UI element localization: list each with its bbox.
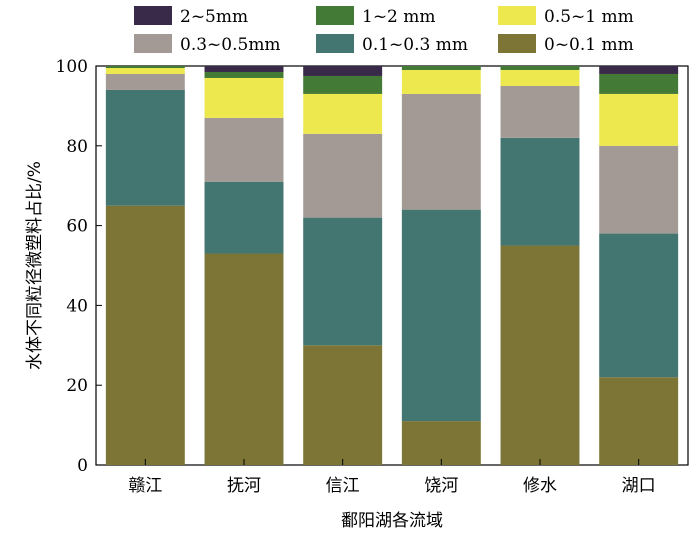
y-tick-label-0: 0 — [77, 456, 88, 476]
x-axis-title: 鄱阳湖各流域 — [341, 511, 443, 531]
y-axis: 0 20 40 60 80 100 — [56, 57, 102, 476]
y-axis-title: 水体不同粒径微塑料占比/% — [25, 161, 45, 370]
legend-label-4: 0.1~0.3 mm — [362, 35, 468, 55]
bar-segment-2-3 — [303, 93, 383, 134]
bar-segment-2-1 — [303, 217, 383, 346]
bar-segment-4-1 — [500, 137, 580, 246]
legend-label-1: 1~2 mm — [362, 7, 436, 27]
bar-segment-4-0 — [500, 245, 580, 465]
bar-segment-0-1 — [105, 89, 185, 206]
legend-label-2: 0.5~1 mm — [544, 7, 634, 27]
x-tick-label-1: 抚河 — [227, 476, 261, 496]
bar-segment-1-5 — [204, 66, 284, 72]
bar-segment-3-0 — [401, 421, 481, 465]
bar-segment-2-0 — [303, 345, 383, 465]
x-axis: 赣江 抚河 信江 饶河 修水 湖口 — [128, 459, 656, 496]
bar-segment-5-0 — [599, 377, 679, 465]
legend-swatch-3 — [134, 34, 172, 53]
x-tick-label-2: 信江 — [326, 476, 360, 496]
y-tick-label-4: 80 — [66, 137, 88, 157]
x-tick-label-0: 赣江 — [128, 476, 162, 496]
legend-label-5: 0~0.1 mm — [544, 35, 634, 55]
bar-segment-0-2 — [105, 73, 185, 90]
x-tick-label-5: 湖口 — [622, 476, 656, 496]
legend-swatch-4 — [316, 34, 354, 53]
legend-swatch-1 — [316, 6, 354, 25]
bar-segment-3-4 — [401, 66, 481, 70]
bar-segment-0-3 — [105, 67, 185, 74]
bar-segment-1-4 — [204, 71, 284, 78]
legend-label-3: 0.3~0.5mm — [180, 35, 281, 55]
y-tick-label-1: 20 — [66, 376, 88, 396]
bar-segment-3-3 — [401, 69, 481, 94]
bar-segment-1-0 — [204, 253, 284, 465]
bar-segment-0-0 — [105, 205, 185, 465]
x-tick-label-3: 饶河 — [424, 476, 458, 496]
bar-segment-3-1 — [401, 209, 481, 422]
y-tick-label-5: 100 — [56, 57, 88, 77]
bars — [105, 66, 679, 465]
bar-segment-0-4 — [105, 66, 185, 68]
bar-segment-4-2 — [500, 85, 580, 138]
bar-segment-1-1 — [204, 181, 284, 254]
legend-swatch-5 — [498, 34, 536, 53]
bar-segment-2-4 — [303, 75, 383, 94]
bar-segment-4-4 — [500, 66, 580, 70]
x-tick-label-4: 修水 — [523, 476, 557, 496]
legend-swatch-0 — [134, 6, 172, 25]
bar-segment-5-4 — [599, 73, 679, 94]
bar-segment-2-2 — [303, 133, 383, 218]
plot-area: 0 20 40 60 80 100 赣江 抚河 信江 饶河 修水 湖口 — [56, 57, 689, 496]
legend-label-0: 2~5mm — [180, 7, 248, 27]
legend-swatch-2 — [498, 6, 536, 25]
bar-segment-1-2 — [204, 117, 284, 182]
y-tick-label-3: 60 — [66, 217, 88, 237]
bar-segment-5-3 — [599, 93, 679, 146]
bar-segment-2-5 — [303, 66, 383, 76]
legend: 2~5mm 1~2 mm 0.5~1 mm 0.3~0.5mm 0.1~0.3 mm 0~… — [134, 6, 634, 55]
bar-segment-1-3 — [204, 77, 284, 118]
y-tick-label-2: 40 — [66, 296, 88, 316]
bar-segment-3-2 — [401, 93, 481, 210]
bar-segment-5-1 — [599, 233, 679, 378]
bar-segment-5-5 — [599, 66, 679, 74]
plot-frame — [95, 65, 689, 466]
bar-segment-4-3 — [500, 69, 580, 86]
bar-segment-5-2 — [599, 145, 679, 234]
